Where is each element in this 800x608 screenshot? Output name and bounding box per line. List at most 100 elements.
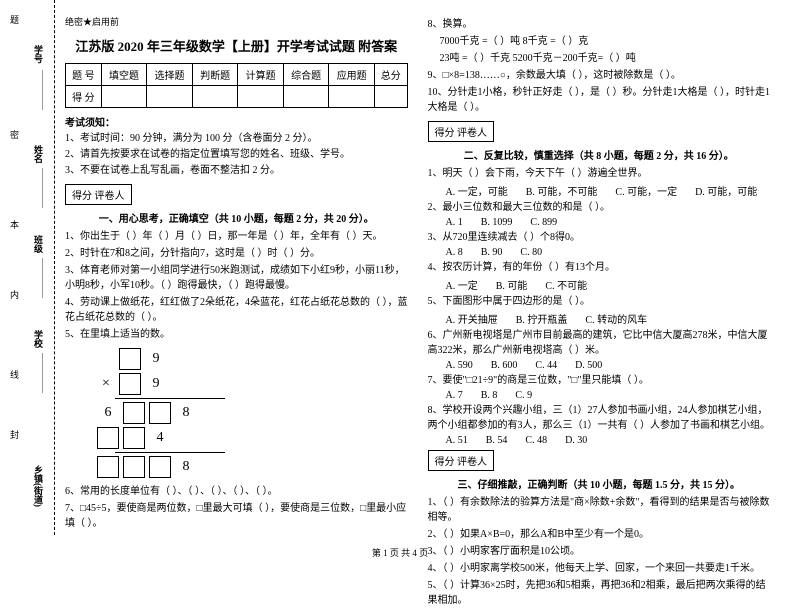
side-marker: 封 [8, 430, 21, 439]
side-label-town: 乡镇(街道) [32, 465, 45, 507]
notice-item: 2、请首先按要求在试卷的指定位置填写您的姓名、班级、学号。 [65, 148, 408, 162]
question: 2、最小三位数和最大三位数的和是（ ）。 [428, 200, 771, 215]
th: 填空题 [101, 64, 147, 86]
digit: 6 [97, 402, 119, 424]
th: 应用题 [329, 64, 375, 86]
opt: D. 500 [575, 360, 602, 371]
opt: B. 8 [481, 390, 498, 401]
section-3-title: 三、仔细推敲，正确判断（共 10 小题，每题 1.5 分，共 15 分）。 [428, 476, 771, 491]
options: A. 51B. 54C. 48D. 30 [428, 435, 771, 446]
score-box: 得分 评卷人 [428, 121, 495, 142]
side-label-class: 班级 [32, 235, 45, 253]
question: 7、□45÷5，要使商是两位数，□里最大可填（ ），要使商是三位数，□里最小应填… [65, 501, 408, 531]
question: 2、（ ）如果A×B=0，那么A和B中至少有一个是0。 [428, 527, 771, 542]
side-marker: 密 [8, 130, 21, 139]
side-marker: 内 [8, 290, 21, 299]
multiplication-work: 9 ×9 68 4 8 [95, 348, 408, 478]
blank-box[interactable] [123, 456, 145, 478]
digit: 8 [175, 456, 197, 478]
notice-item: 1、考试时间：90 分钟，满分为 100 分（含卷面分 2 分）。 [65, 132, 408, 146]
blank-box[interactable] [123, 427, 145, 449]
side-label-name: 姓名 [32, 145, 45, 163]
opt: A. 7 [446, 390, 463, 401]
td[interactable] [147, 86, 193, 108]
th: 判断题 [192, 64, 238, 86]
blank-box[interactable] [149, 402, 171, 424]
options: A. 1B. 1099C. 899 [428, 217, 771, 228]
side-line [42, 258, 43, 298]
digit: 4 [149, 427, 171, 449]
opt: B. 600 [491, 360, 518, 371]
opt: C. 不可能 [545, 277, 587, 292]
opt: C. 9 [515, 390, 532, 401]
question: 6、广州新电视塔是广州市目前最高的建筑，它比中信大厦高278米，中信大厦高322… [428, 328, 771, 358]
opt: A. 51 [446, 435, 468, 446]
notice-item: 3、不要在试卷上乱写乱画，卷面不整洁扣 2 分。 [65, 164, 408, 178]
blank-box[interactable] [97, 427, 119, 449]
question: 5、（ ）计算36×25时，先把36和5相乘，再把36和2相乘，最后把两次乘得的… [428, 578, 771, 608]
opt: A. 1 [446, 217, 463, 228]
question: 4、按农历计算，有的年份（ ）有13个月。 [428, 260, 771, 275]
question: 1、明天（ ）会下雨，今天下午（ ）游遍全世界。 [428, 166, 771, 181]
opt: C. 44 [535, 360, 557, 371]
side-marker: 线 [8, 370, 21, 379]
opt: C. 48 [525, 435, 547, 446]
page-content: 绝密★启用前 江苏版 2020 年三年级数学【上册】开学考试试题 附答案 题 号… [0, 0, 800, 535]
score-table: 题 号 填空题 选择题 判断题 计算题 综合题 应用题 总分 得 分 [65, 63, 408, 108]
question: 3、体育老师对第一小组同学进行50米跑测试，成绩如下小红9秒，小丽11秒，小明8… [65, 263, 408, 293]
side-label-id: 学号 [32, 45, 45, 63]
secret-label: 绝密★启用前 [65, 15, 408, 28]
blank-box[interactable] [119, 373, 141, 395]
opt: A. 开关抽屉 [446, 311, 498, 326]
question: 4、劳动课上做纸花，红红做了2朵纸花，4朵蓝花，红花占纸花总数的（ ），蓝花占纸… [65, 295, 408, 325]
score-box: 得分 评卷人 [428, 450, 495, 471]
opt: A. 590 [446, 360, 473, 371]
opt: A. 一定，可能 [446, 183, 508, 198]
opt: D. 可能，可能 [695, 183, 757, 198]
options: A. 8B. 90C. 80 [428, 247, 771, 258]
question: 5、下面图形中属于四边形的是（ ）。 [428, 294, 771, 309]
score-box: 得分 评卷人 [65, 184, 132, 205]
opt: A. 一定 [446, 277, 478, 292]
digit: 8 [175, 402, 197, 424]
digit: 9 [145, 373, 167, 395]
opt: B. 拧开瓶盖 [516, 311, 568, 326]
options: A. 开关抽屉B. 拧开瓶盖C. 转动的风车 [428, 311, 771, 326]
question: 4、（ ）小明家离学校500米，他每天上学、回家，一个来回一共要走1千米。 [428, 561, 771, 576]
opt: C. 可能，一定 [615, 183, 677, 198]
question: 8、学校开设两个兴趣小组，三（1）27人参加书画小组，24人参加棋艺小组，两个小… [428, 403, 771, 433]
question-line: 23吨 =（ ）千克 5200千克－200千克=（ ）吨 [428, 51, 771, 66]
page-footer: 第 1 页 共 4 页 [0, 546, 800, 559]
opt: C. 899 [530, 217, 557, 228]
td[interactable] [101, 86, 147, 108]
options: A. 一定B. 可能C. 不可能 [428, 277, 771, 292]
section-2-title: 二、反复比较，慎重选择（共 8 小题，每题 2 分，共 16 分）。 [428, 147, 771, 162]
opt: D. 30 [565, 435, 587, 446]
td: 得 分 [66, 86, 102, 108]
td[interactable] [192, 86, 238, 108]
blank-box[interactable] [97, 456, 119, 478]
blank-box[interactable] [149, 456, 171, 478]
side-line [42, 70, 43, 110]
td[interactable] [283, 86, 329, 108]
side-line [42, 353, 43, 393]
question: 8、换算。 [428, 17, 771, 32]
opt: B. 90 [481, 247, 503, 258]
blank-box[interactable] [123, 402, 145, 424]
td[interactable] [374, 86, 407, 108]
question: 9、□×8=138……○，余数最大填（ ），这时被除数是（ ）。 [428, 68, 771, 83]
options: A. 590 B. 600 C. 44 D. 500 [428, 360, 771, 371]
question: 2、时针在7和8之间，分针指向7，这时是（ ）时（ ）分。 [65, 246, 408, 261]
th: 计算题 [238, 64, 284, 86]
opt: B. 可能，不可能 [526, 183, 598, 198]
blank-box[interactable] [119, 348, 141, 370]
rule-line [115, 452, 225, 453]
binding-sidebar: 学号 姓名 班级 学校 乡镇(街道) 题 密 本 内 线 封 [0, 0, 55, 535]
th: 综合题 [283, 64, 329, 86]
question: 10、分针走1小格，秒针正好走（ ），是（ ）秒。分针走1大格是（ ），时针走1… [428, 85, 771, 115]
question: 6、常用的长度单位有（ ）、（ ）、（ ）、（ ）、（ ）。 [65, 484, 408, 499]
td[interactable] [238, 86, 284, 108]
td[interactable] [329, 86, 375, 108]
left-column: 绝密★启用前 江苏版 2020 年三年级数学【上册】开学考试试题 附答案 题 号… [55, 15, 418, 535]
side-marker: 本 [8, 220, 21, 229]
